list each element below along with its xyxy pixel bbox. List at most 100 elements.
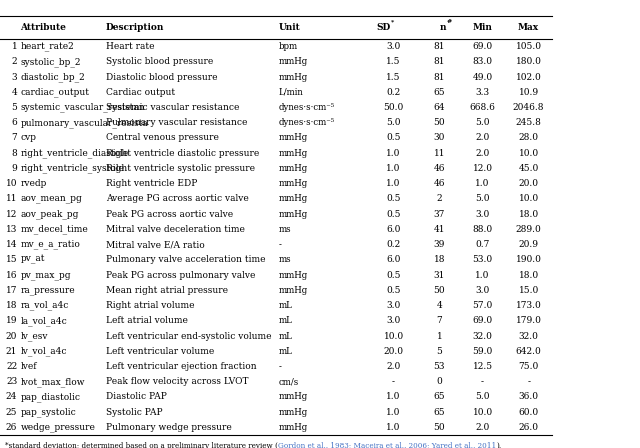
Text: -: - [278, 362, 281, 371]
Text: 1.0: 1.0 [387, 149, 401, 158]
Text: -: - [481, 377, 484, 386]
Text: 10: 10 [6, 179, 17, 188]
Text: Systolic blood pressure: Systolic blood pressure [106, 57, 213, 66]
Text: Right ventricle EDP: Right ventricle EDP [106, 179, 197, 188]
Text: mmHg: mmHg [278, 408, 308, 417]
Text: *standard deviation; determined based on a preliminary literature review (: *standard deviation; determined based on… [5, 442, 278, 448]
Text: ms: ms [278, 255, 291, 264]
Text: 2.0: 2.0 [476, 423, 490, 432]
Text: Right ventricle diastolic pressure: Right ventricle diastolic pressure [106, 149, 259, 158]
Text: Left atrial volume: Left atrial volume [106, 316, 188, 325]
Text: Min: Min [472, 23, 493, 32]
Text: 36.0: 36.0 [518, 392, 539, 401]
Text: 18.0: 18.0 [518, 210, 539, 219]
Text: 6.0: 6.0 [387, 225, 401, 234]
Text: Mitral valve E/A ratio: Mitral valve E/A ratio [106, 240, 204, 249]
Text: SD: SD [376, 23, 390, 32]
Text: 25: 25 [6, 408, 17, 417]
Text: ra_pressure: ra_pressure [20, 286, 75, 295]
Text: 6: 6 [12, 118, 17, 127]
Text: diastolic_bp_2: diastolic_bp_2 [20, 72, 85, 82]
Text: Attribute: Attribute [20, 23, 67, 32]
Text: 289.0: 289.0 [516, 225, 541, 234]
Text: ).: ). [496, 442, 501, 448]
Text: 5: 5 [12, 103, 17, 112]
Text: 7: 7 [12, 134, 17, 142]
Text: 173.0: 173.0 [516, 301, 541, 310]
Text: 4: 4 [436, 301, 442, 310]
Text: 65: 65 [433, 392, 445, 401]
Text: 12.5: 12.5 [472, 362, 493, 371]
Text: 642.0: 642.0 [516, 347, 541, 356]
Text: 3.0: 3.0 [387, 42, 401, 51]
Text: 3.0: 3.0 [387, 301, 401, 310]
Text: 10.0: 10.0 [518, 194, 539, 203]
Text: 26: 26 [6, 423, 17, 432]
Text: 75.0: 75.0 [518, 362, 539, 371]
Text: 14: 14 [6, 240, 17, 249]
Text: Pulmonary vascular resistance: Pulmonary vascular resistance [106, 118, 247, 127]
Text: Unit: Unit [278, 23, 300, 32]
Text: aov_peak_pg: aov_peak_pg [20, 209, 79, 219]
Text: 50: 50 [433, 286, 445, 295]
Text: cvp: cvp [20, 134, 36, 142]
Text: cm/s: cm/s [278, 377, 299, 386]
Text: mmHg: mmHg [278, 179, 308, 188]
Text: mmHg: mmHg [278, 423, 308, 432]
Text: 65: 65 [433, 408, 445, 417]
Text: Right ventricle systolic pressure: Right ventricle systolic pressure [106, 164, 255, 173]
Text: 53: 53 [434, 362, 445, 371]
Text: 26.0: 26.0 [518, 423, 539, 432]
Text: right_ventricle_systole: right_ventricle_systole [20, 164, 124, 173]
Text: mmHg: mmHg [278, 210, 308, 219]
Text: heart_rate2: heart_rate2 [20, 42, 74, 52]
Text: Peak PG across pulmonary valve: Peak PG across pulmonary valve [106, 271, 255, 280]
Text: 6.0: 6.0 [387, 255, 401, 264]
Text: 1.0: 1.0 [387, 179, 401, 188]
Text: 81: 81 [434, 57, 445, 66]
Text: 22: 22 [6, 362, 17, 371]
Text: mL: mL [278, 347, 292, 356]
Text: 2: 2 [12, 57, 17, 66]
Text: 60.0: 60.0 [518, 408, 539, 417]
Text: -: - [278, 240, 281, 249]
Text: #: # [447, 19, 452, 25]
Text: 2046.8: 2046.8 [513, 103, 545, 112]
Text: 0: 0 [436, 377, 442, 386]
Text: 46: 46 [434, 179, 445, 188]
Text: aov_mean_pg: aov_mean_pg [20, 194, 82, 203]
Text: n: n [439, 23, 446, 32]
Text: mmHg: mmHg [278, 57, 308, 66]
Text: 1.5: 1.5 [387, 73, 401, 82]
Text: 46: 46 [434, 164, 445, 173]
Text: systolic_bp_2: systolic_bp_2 [20, 57, 81, 67]
Text: 668.6: 668.6 [470, 103, 495, 112]
Text: 18.0: 18.0 [518, 271, 539, 280]
Text: *: * [391, 19, 394, 25]
Text: 1.0: 1.0 [476, 271, 490, 280]
Text: 20.0: 20.0 [518, 179, 539, 188]
Text: Left ventricular end-systolic volume: Left ventricular end-systolic volume [106, 332, 271, 340]
Text: right_ventricle_diastole: right_ventricle_diastole [20, 148, 129, 158]
Text: mL: mL [278, 301, 292, 310]
Text: 81: 81 [434, 73, 445, 82]
Text: 0.5: 0.5 [387, 271, 401, 280]
Text: 11: 11 [6, 194, 17, 203]
Text: 32.0: 32.0 [472, 332, 493, 340]
Text: Diastolic blood pressure: Diastolic blood pressure [106, 73, 217, 82]
Text: mmHg: mmHg [278, 73, 308, 82]
Text: 30: 30 [434, 134, 445, 142]
Text: 19: 19 [6, 316, 17, 325]
Text: 1.0: 1.0 [387, 164, 401, 173]
Text: Heart rate: Heart rate [106, 42, 154, 51]
Text: 2: 2 [436, 194, 442, 203]
Text: 8: 8 [12, 149, 17, 158]
Text: 105.0: 105.0 [516, 42, 541, 51]
Text: Peak PG across aortic valve: Peak PG across aortic valve [106, 210, 233, 219]
Text: pv_at: pv_at [20, 255, 45, 264]
Text: 17: 17 [6, 286, 17, 295]
Text: 83.0: 83.0 [472, 57, 493, 66]
Text: 81: 81 [434, 42, 445, 51]
Text: 5.0: 5.0 [476, 118, 490, 127]
Text: 245.8: 245.8 [516, 118, 541, 127]
